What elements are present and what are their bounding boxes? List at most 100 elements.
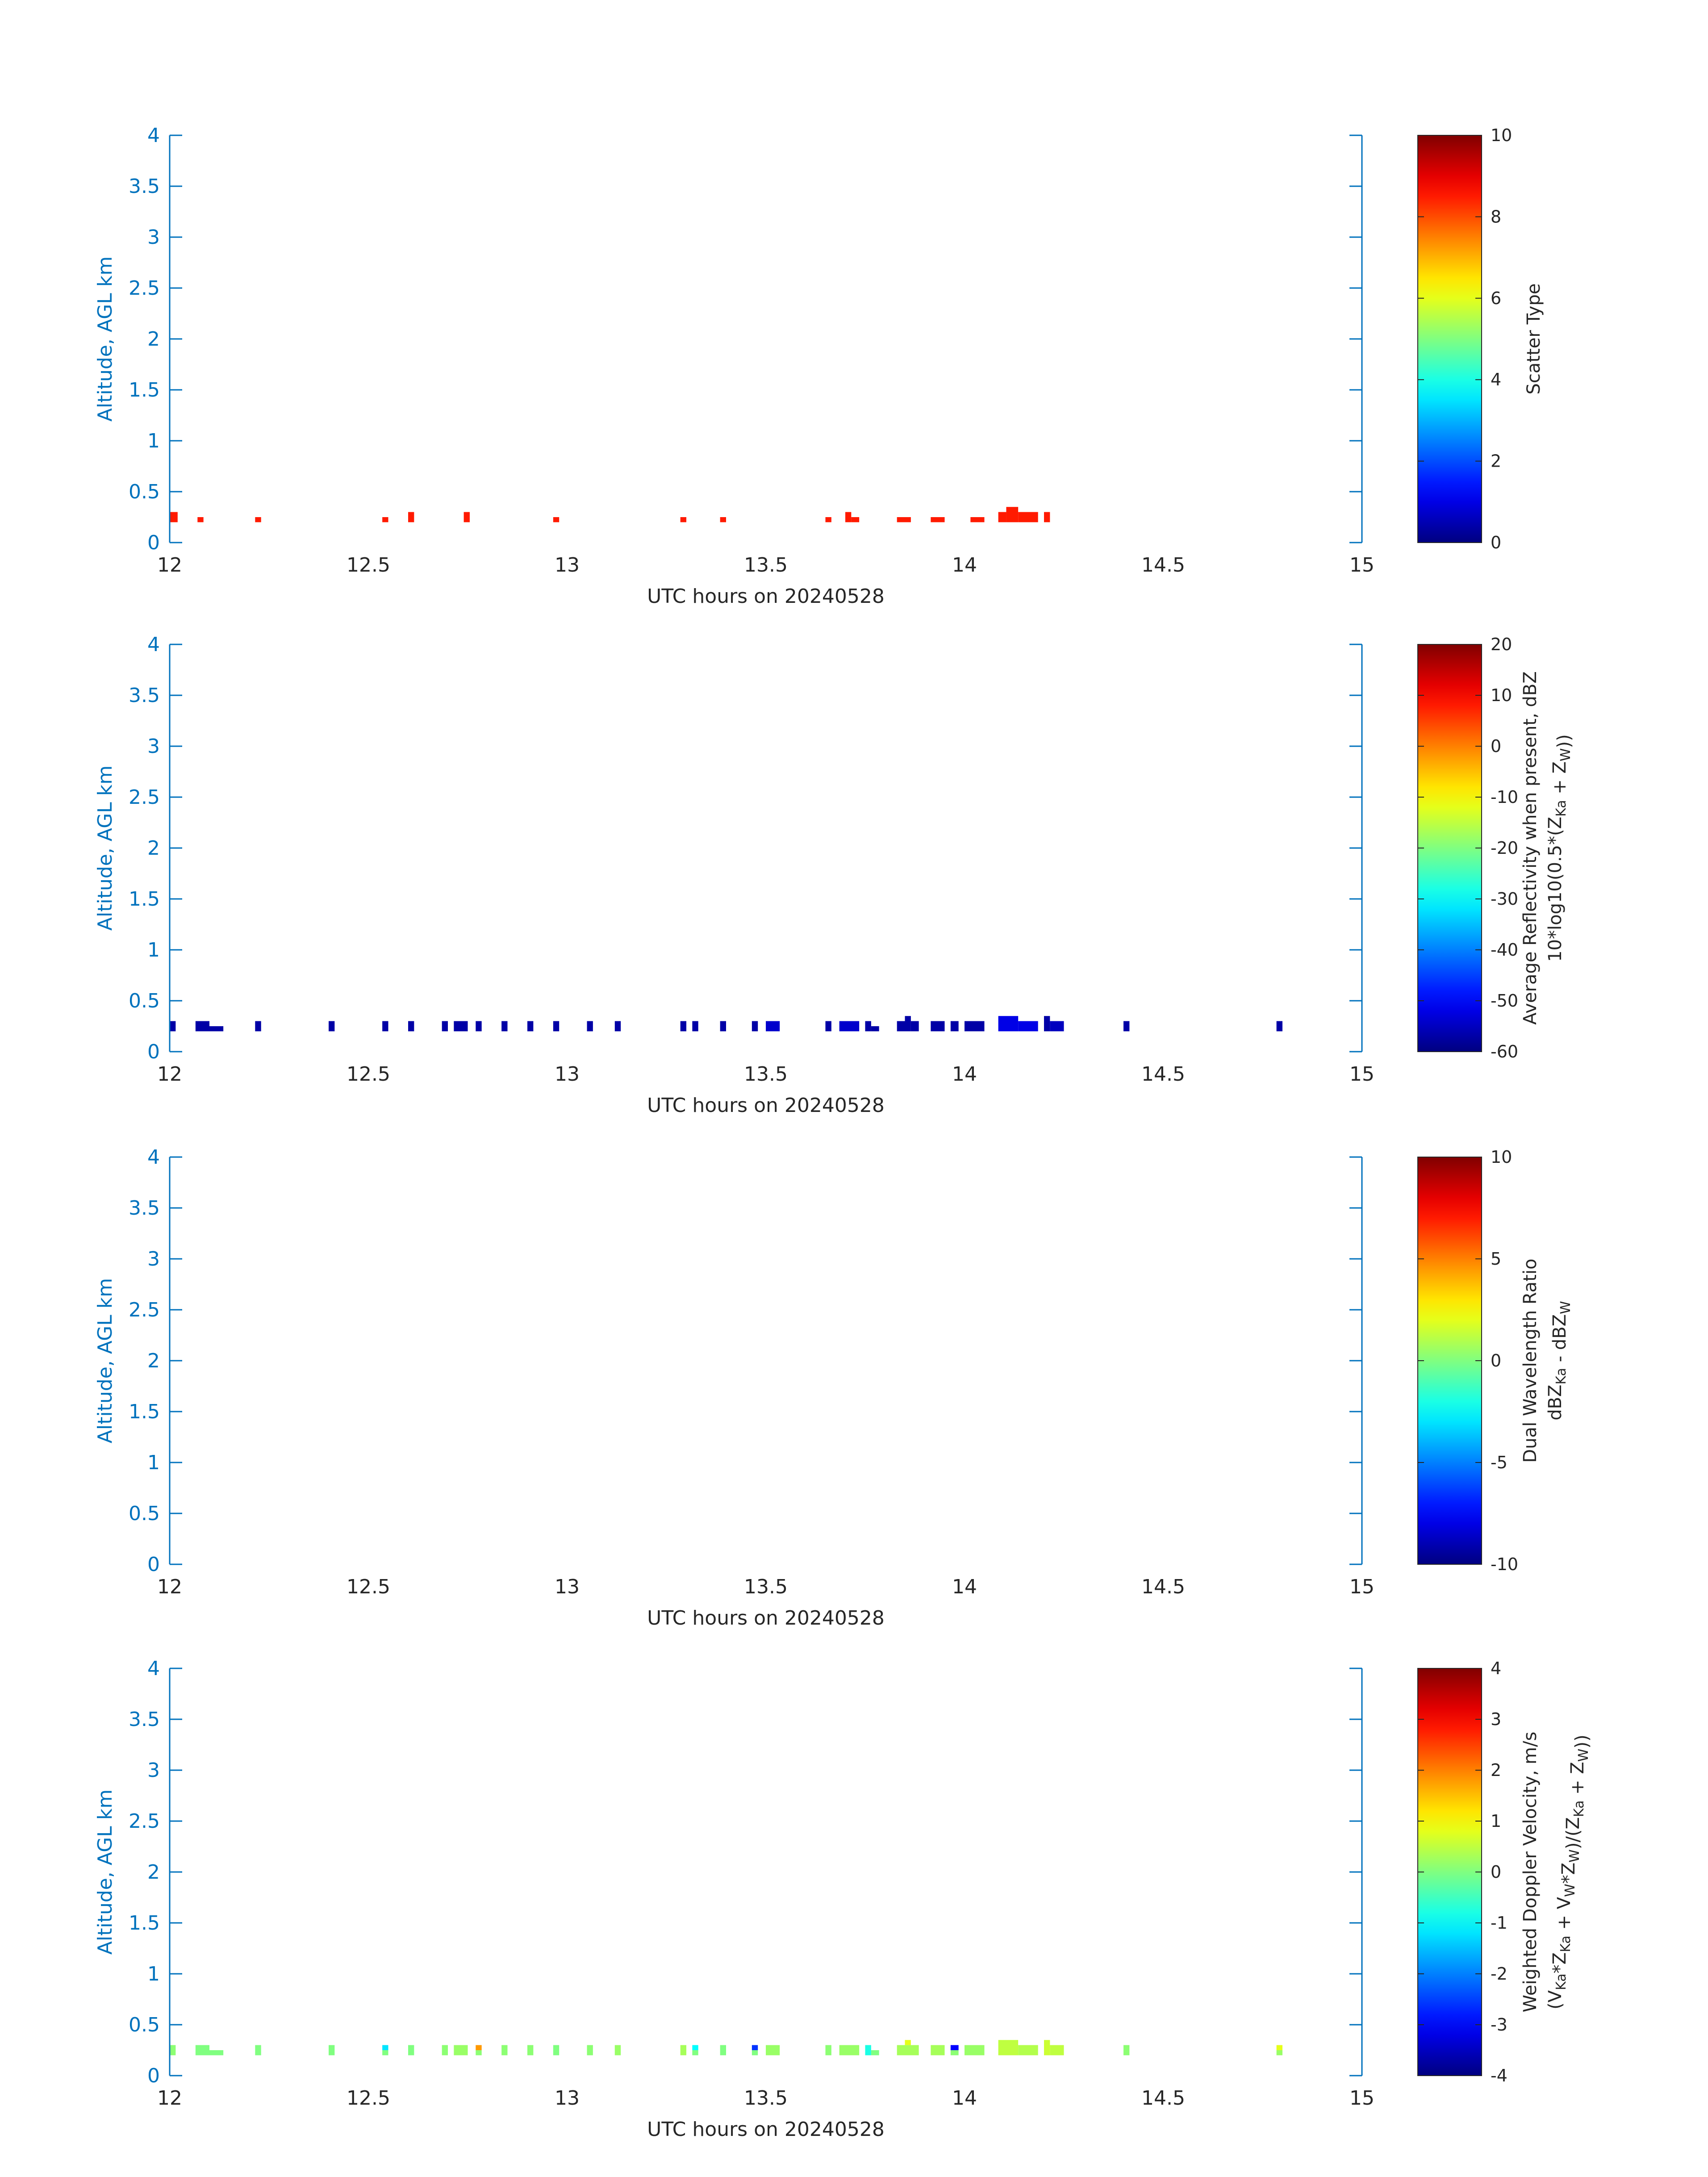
data-cell	[553, 2045, 560, 2056]
y-tick-label: 3.5	[129, 1708, 160, 1731]
y-tick-label: 3	[147, 1248, 160, 1270]
x-tick-label: 13.5	[744, 2087, 788, 2110]
data-cell	[1050, 2045, 1064, 2056]
data-cell	[965, 1021, 985, 1032]
y-tick-label: 3	[147, 735, 160, 758]
data-cell	[897, 2045, 919, 2056]
colorbar-tick-label: 0	[1491, 1351, 1501, 1371]
x-tick-label: 13	[555, 1063, 580, 1086]
data-cell	[382, 1021, 388, 1032]
data-cell	[464, 512, 470, 522]
y-tick-label: 2.5	[129, 1299, 160, 1321]
colorbar-label: Scatter Type	[1524, 284, 1544, 395]
colorbar-tick-label: 20	[1491, 635, 1512, 654]
data-cell	[382, 2045, 388, 2050]
colorbar-tick-label: 5	[1491, 1249, 1501, 1269]
data-cell	[931, 517, 945, 522]
colorbar-label: dBZKa - dBZW	[1545, 1301, 1574, 1421]
y-tick-label: 3.5	[129, 1197, 160, 1220]
data-cell	[910, 1021, 919, 1032]
data-cell	[1276, 2045, 1282, 2050]
colorbar-tick-label: 4	[1491, 1659, 1501, 1678]
data-cell	[195, 2045, 209, 2056]
y-tick-label: 3.5	[129, 684, 160, 707]
data-cell	[1050, 1021, 1064, 1032]
data-cell	[501, 2045, 508, 2056]
y-tick-label: 0	[147, 1040, 160, 1063]
x-tick-label: 12.5	[347, 2087, 390, 2110]
data-cell	[905, 1016, 911, 1032]
y-tick-label: 0.5	[129, 2014, 160, 2036]
colorbar	[1417, 1157, 1482, 1565]
colorbar-tick-label: -20	[1491, 838, 1518, 858]
x-tick-label: 13	[555, 2087, 580, 2110]
data-cell	[170, 1021, 176, 1032]
colorbar	[1417, 1668, 1482, 2076]
y-tick-label: 2.5	[129, 1810, 160, 1833]
data-cell	[720, 517, 726, 522]
data-cell	[329, 1021, 335, 1032]
data-cell	[1044, 2040, 1050, 2056]
colorbar-tick-label: -5	[1491, 1453, 1508, 1472]
y-tick-label: 3	[147, 1759, 160, 1782]
data-cell	[1044, 512, 1050, 522]
colorbar-tick-label: -10	[1491, 787, 1518, 807]
colorbar-tick-label: 0	[1491, 533, 1501, 552]
colorbar-tick-label: 10	[1491, 125, 1512, 145]
data-cell	[1276, 2050, 1282, 2056]
y-axis-label: Altitude, AGL km	[94, 1278, 117, 1443]
data-cell	[931, 2045, 945, 2056]
data-cell	[209, 2050, 224, 2056]
colorbar-tick-label: -1	[1491, 1913, 1508, 1933]
colorbar	[1417, 135, 1482, 543]
x-tick-label: 14.5	[1141, 1063, 1185, 1086]
y-tick-label: 2.5	[129, 277, 160, 300]
y-tick-label: 2	[147, 1861, 160, 1884]
data-cell	[752, 2045, 758, 2050]
data-cell	[865, 1021, 871, 1032]
data-cell	[998, 1016, 1019, 1032]
data-cell	[680, 2045, 686, 2056]
data-cell	[170, 2045, 176, 2056]
colorbar-tick-label: -60	[1491, 1042, 1518, 1061]
data-cell	[970, 517, 985, 522]
y-tick-label: 4	[147, 633, 160, 656]
x-tick-label: 13.5	[744, 554, 788, 577]
data-cell	[527, 2045, 534, 2056]
y-tick-label: 0.5	[129, 481, 160, 503]
data-cell	[692, 1021, 698, 1032]
colorbar-tick-label: 3	[1491, 1709, 1501, 1729]
data-cell	[587, 2045, 593, 2056]
data-cell	[839, 1021, 860, 1032]
y-tick-label: 1.5	[129, 1912, 160, 1935]
x-tick-label: 12	[157, 1063, 182, 1086]
data-cell	[825, 2045, 831, 2056]
data-cell	[720, 2045, 726, 2056]
x-tick-label: 14	[952, 1063, 977, 1086]
data-cell	[527, 1021, 534, 1032]
y-tick-label: 3.5	[129, 175, 160, 198]
data-cell	[476, 1021, 482, 1032]
data-cell	[408, 1021, 414, 1032]
colorbar-tick-label: 8	[1491, 207, 1501, 226]
colorbar-tick-label: -3	[1491, 2015, 1508, 2035]
y-tick-label: 4	[147, 1146, 160, 1169]
x-tick-label: 14	[952, 1575, 977, 1598]
y-tick-label: 2	[147, 837, 160, 860]
y-tick-label: 1.5	[129, 379, 160, 401]
colorbar-label: Weighted Doppler Velocity, m/s	[1520, 1732, 1541, 2013]
colorbar-tick-label: 0	[1491, 736, 1501, 756]
x-tick-label: 15	[1349, 2087, 1374, 2110]
data-cell	[587, 1021, 593, 1032]
x-tick-label: 13.5	[744, 1575, 788, 1598]
x-tick-label: 13	[555, 554, 580, 577]
colorbar-tick-label: 10	[1491, 1147, 1512, 1167]
data-cell	[255, 517, 261, 522]
data-cell	[1123, 2045, 1130, 2056]
data-cell	[680, 517, 686, 522]
x-axis-label: UTC hours on 20240528	[647, 585, 885, 608]
y-tick-label: 0	[147, 2064, 160, 2087]
data-cell	[255, 1021, 261, 1032]
data-cell	[255, 2045, 261, 2056]
y-tick-label: 1	[147, 1451, 160, 1474]
